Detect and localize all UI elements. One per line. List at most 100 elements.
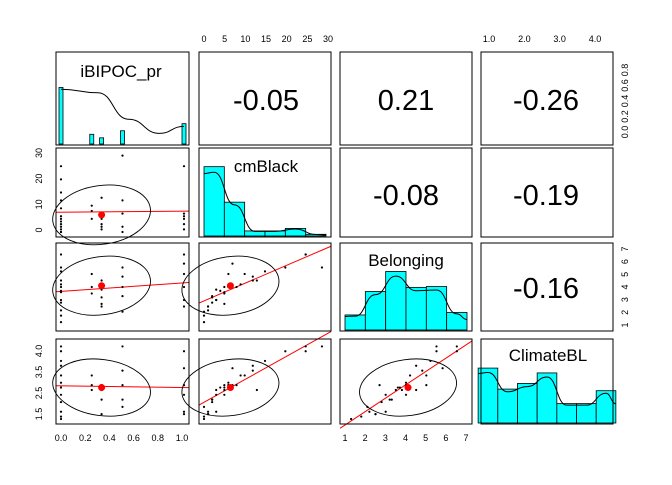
scatter-point-belonging-vs-ibipoc_pr-12 xyxy=(90,292,93,295)
scatter-point-climatebl-vs-belonging-15 xyxy=(400,388,404,392)
panel-frame-1-0 xyxy=(55,147,190,238)
scatter-point-climatebl-vs-belonging-11 xyxy=(425,374,428,377)
scatter-point-belonging-vs-cmblack-12 xyxy=(223,292,226,295)
scatter-point-climatebl-vs-cmblack-10 xyxy=(202,417,206,421)
scatter-point-climatebl-vs-ibipoc_pr-0 xyxy=(59,345,63,348)
fit-line-belonging-vs-cmblack xyxy=(198,245,332,304)
scatter-point-belonging-vs-cmblack-28 xyxy=(215,298,218,302)
scatter-point-climatebl-vs-ibipoc_pr-27 xyxy=(182,393,186,396)
scatter-point-belonging-vs-ibipoc_pr-20 xyxy=(121,285,124,289)
scatter-point-cmblack-vs-ibipoc_pr-4 xyxy=(59,207,63,210)
scatter-point-climatebl-vs-ibipoc_pr-22 xyxy=(121,405,124,409)
scatter-point-belonging-vs-cmblack-3 xyxy=(251,279,254,282)
tick-right-density-2: 0.4 xyxy=(620,95,630,108)
confidence-ellipse-cmblack-vs-ibipoc_pr xyxy=(52,184,151,246)
density-curve-belonging xyxy=(344,275,468,320)
histogram-bar-ibipoc_pr-3 xyxy=(120,130,125,145)
scatter-point-climatebl-vs-cmblack-12 xyxy=(223,388,226,392)
scatter-point-belonging-vs-ibipoc_pr-26 xyxy=(182,272,186,276)
scatter-point-climatebl-vs-ibipoc_pr-10 xyxy=(59,417,63,421)
scatter-point-belonging-vs-ibipoc_pr-19 xyxy=(121,275,124,278)
tick-bottom-ibipoc-5: 1.0 xyxy=(176,433,189,443)
point-layer xyxy=(59,154,458,421)
scatter-point-belonging-vs-ibipoc_pr-17 xyxy=(100,305,103,308)
scatter-point-climatebl-vs-ibipoc_pr-30 xyxy=(182,413,186,416)
scatter-point-belonging-vs-ibipoc_pr-18 xyxy=(121,266,124,269)
scatter-point-belonging-vs-cmblack-26 xyxy=(227,272,230,276)
tick-top-cmblack-3: 15 xyxy=(261,34,271,44)
scatter-point-climatebl-vs-ibipoc_pr-19 xyxy=(121,369,124,372)
scatter-point-climatebl-vs-ibipoc_pr-8 xyxy=(59,400,63,404)
panel-frame-2-0 xyxy=(55,242,190,332)
tick-layer: 0 5 10 15 20 25 30 1.0 2.0 3.0 4.00.00.20.40.60.80… xyxy=(34,34,630,443)
scatter-point-cmblack-vs-ibipoc_pr-17 xyxy=(100,228,103,231)
tick-bottom-ibipoc-3: 0.6 xyxy=(127,433,140,443)
scatter-point-climatebl-vs-ibipoc_pr-24 xyxy=(182,350,186,353)
tick-top-cmblack-4: 20 xyxy=(282,34,292,44)
scatter-point-climatebl-vs-cmblack-5 xyxy=(227,381,230,384)
corr-ibipoc-climatebl: -0.26 xyxy=(513,85,579,117)
tick-left-cmblack-2: 20 xyxy=(34,174,44,184)
scatter-point-cmblack-vs-ibipoc_pr-0 xyxy=(59,165,63,168)
tick-left-climatebl-1: 2.5 xyxy=(34,387,44,400)
tick-left-climatebl-3: 4.0 xyxy=(34,345,44,358)
histogram-bar-cmblack-0 xyxy=(203,166,225,237)
tick-bottom-ibipoc-0: 0.0 xyxy=(55,433,68,443)
tick-bottom-belonging-6: 7 xyxy=(463,433,468,443)
histogram-bar-belonging-3 xyxy=(405,286,427,331)
scatter-point-belonging-vs-ibipoc_pr-10 xyxy=(59,321,63,324)
scatter-point-climatebl-vs-belonging-0 xyxy=(455,345,458,348)
scatter-point-climatebl-vs-cmblack-7 xyxy=(215,393,218,396)
mean-point-climatebl-vs-cmblack xyxy=(226,384,234,392)
tick-right-belonging-2: 3 xyxy=(620,297,630,302)
scatter-point-belonging-vs-ibipoc_pr-3 xyxy=(59,279,63,282)
scatter-point-climatebl-vs-ibipoc_pr-12 xyxy=(90,388,93,392)
density-curve-ibipoc_pr xyxy=(60,88,185,134)
histogram-layer xyxy=(58,87,617,424)
scatter-point-belonging-vs-cmblack-4 xyxy=(239,283,242,286)
scatter-point-cmblack-vs-ibipoc_pr-18 xyxy=(121,154,124,157)
tick-left-cmblack-1: 10 xyxy=(34,199,44,209)
scatter-point-climatebl-vs-belonging-5 xyxy=(404,381,408,384)
scatter-point-belonging-vs-ibipoc_pr-29 xyxy=(59,314,63,317)
scatter-point-cmblack-vs-ibipoc_pr-31 xyxy=(100,196,103,199)
scatter-point-climatebl-vs-belonging-2 xyxy=(429,359,432,363)
scatter-point-cmblack-vs-ibipoc_pr-28 xyxy=(182,223,186,226)
histogram-bar-belonging-0 xyxy=(344,314,366,331)
panel-frame-1-2 xyxy=(339,147,473,238)
panel-frame-layer xyxy=(55,51,614,425)
scatter-point-belonging-vs-cmblack-18 xyxy=(320,266,324,269)
tick-right-density-4: 0.8 xyxy=(620,64,630,77)
scatter-point-belonging-vs-cmblack-13 xyxy=(235,285,238,289)
panel-frame-0-1 xyxy=(198,51,332,146)
mean-point-climatebl-vs-belonging xyxy=(404,384,412,392)
scatter-point-climatebl-vs-ibipoc_pr-4 xyxy=(59,374,63,377)
tick-bottom-ibipoc-2: 0.4 xyxy=(103,433,116,443)
scatter-point-climatebl-vs-belonging-31 xyxy=(415,388,418,392)
scatter-point-belonging-vs-cmblack-32 xyxy=(219,289,222,292)
scatter-point-climatebl-vs-ibipoc_pr-29 xyxy=(59,415,63,418)
scatter-point-climatebl-vs-cmblack-23 xyxy=(223,384,226,387)
scatter-point-cmblack-vs-ibipoc_pr-24 xyxy=(182,165,186,168)
confidence-ellipse-belonging-vs-cmblack xyxy=(181,255,280,316)
scatter-point-belonging-vs-ibipoc_pr-21 xyxy=(121,295,124,298)
scatter-point-climatebl-vs-ibipoc_pr-13 xyxy=(90,384,93,387)
tick-bottom-belonging-4: 5 xyxy=(423,433,428,443)
scatter-point-climatebl-vs-belonging-25 xyxy=(441,367,444,370)
tick-top-climatebl-0: 1.0 xyxy=(483,34,496,44)
scatter-point-cmblack-vs-ibipoc_pr-26 xyxy=(182,215,186,218)
corr-ibipoc-cmblack: -0.05 xyxy=(233,85,299,117)
scatter-point-climatebl-vs-cmblack-22 xyxy=(202,405,206,409)
scatter-point-cmblack-vs-ibipoc_pr-29 xyxy=(59,230,63,234)
panel-frame-0-0 xyxy=(55,51,190,146)
scatter-point-belonging-vs-cmblack-9 xyxy=(206,309,210,312)
scatter-point-belonging-vs-ibipoc_pr-8 xyxy=(59,301,63,304)
scatter-point-climatebl-vs-belonging-8 xyxy=(380,400,383,404)
histogram-bar-ibipoc_pr-0 xyxy=(58,87,64,145)
scatter-point-climatebl-vs-cmblack-1 xyxy=(284,350,287,353)
scatter-point-climatebl-vs-cmblack-3 xyxy=(251,364,254,367)
scatter-point-belonging-vs-ibipoc_pr-1 xyxy=(59,266,63,269)
scatter-point-climatebl-vs-cmblack-4 xyxy=(239,374,242,377)
tick-bottom-belonging-0: 1 xyxy=(342,433,347,443)
scatter-point-belonging-vs-ibipoc_pr-11 xyxy=(90,272,93,276)
